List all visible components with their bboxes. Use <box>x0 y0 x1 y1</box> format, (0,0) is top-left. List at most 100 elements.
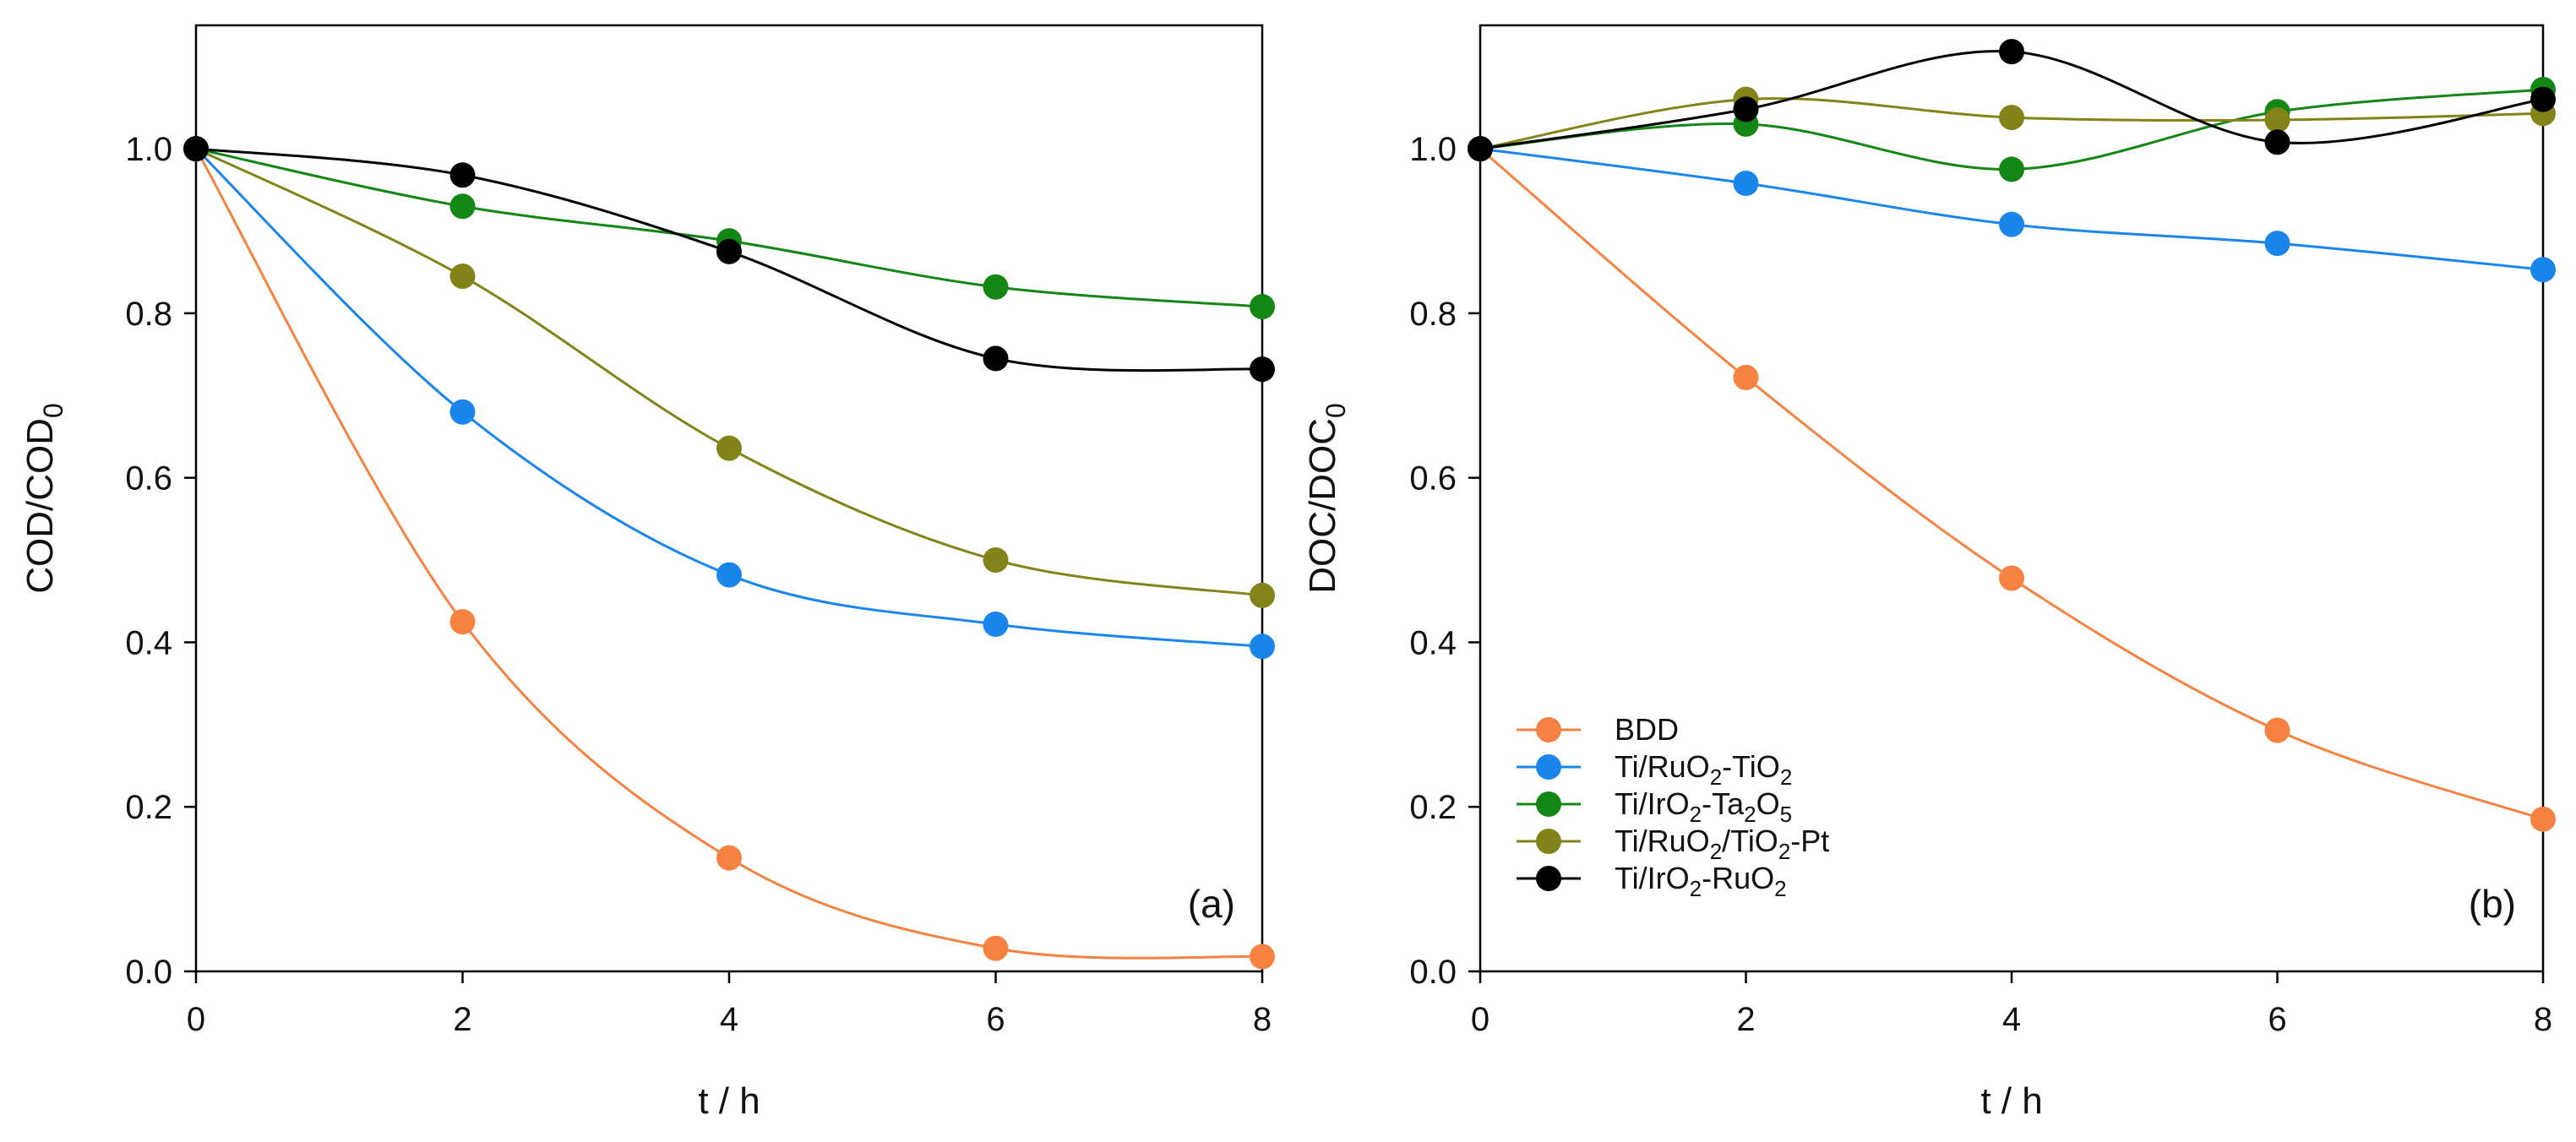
panel-label: (b) <box>2469 882 2516 926</box>
data-point-ti-iro2-ruo2 <box>1250 356 1275 383</box>
data-point-bdd <box>2264 717 2290 743</box>
data-point-ti-ruo2-tio2-pt <box>1250 582 1275 608</box>
x-axis-title: t / h <box>1980 1080 2042 1122</box>
legend-label-subscript: 2 <box>1710 839 1722 864</box>
data-point-ti-iro2-ta2o5 <box>449 193 476 220</box>
series-line-ti-ruo2-tio2-pt <box>195 147 1263 597</box>
legend-entry-bdd: BDD <box>1517 712 1679 747</box>
x-tick-label: 2 <box>1736 1001 1755 1038</box>
legend-label-text: Ti/RuO <box>1615 824 1710 858</box>
y-tick-label: 0.2 <box>125 789 172 826</box>
data-point-ti-ruo2-tio2 <box>716 562 742 588</box>
data-point-ti-ruo2-tio2-pt <box>2264 107 2290 133</box>
data-point-ti-ruo2-tio2-pt <box>449 264 476 290</box>
legend-label: Ti/RuO2/TiO2-Pt <box>1615 824 1829 864</box>
legend-entry-ti-iro2-ta2o5: Ti/IrO2-Ta2O5 <box>1517 786 1792 827</box>
legend-label-text: -Ta <box>1702 786 1745 821</box>
y-axis-title: COD/COD0 <box>19 403 68 594</box>
legend-label-text: /TiO <box>1722 824 1778 858</box>
legend-label-text: Ti/RuO <box>1615 749 1710 784</box>
x-tick-label: 6 <box>2268 1001 2286 1038</box>
x-tick-label: 8 <box>1253 1001 1272 1038</box>
y-tick-label: 1.0 <box>1409 131 1457 168</box>
legend-label-subscript: 2 <box>1778 839 1790 864</box>
data-point-ti-iro2-ta2o5 <box>1999 156 2024 182</box>
data-point-ti-iro2-ruo2 <box>449 162 476 188</box>
y-tick-label: 0.6 <box>125 460 172 498</box>
series-ti-ruo2-tio2-pt <box>1468 86 2556 162</box>
series-line-bdd <box>194 148 1263 960</box>
y-tick-label: 0.2 <box>1409 789 1457 826</box>
legend-label-text: O <box>1756 786 1780 821</box>
data-point-ti-iro2-ruo2 <box>183 136 209 162</box>
legend-entry-ti-ruo2-tio2: Ti/RuO2-TiO2 <box>1517 749 1792 790</box>
data-point-bdd <box>1733 364 1759 390</box>
data-point-ti-ruo2-tio2 <box>2264 231 2290 257</box>
x-tick-label: 4 <box>720 1001 738 1038</box>
data-point-bdd <box>716 845 742 871</box>
panel-b: 0 2 4 6 80.00.20.40.60.81.0t / hDOC/DOC0(b)B… <box>1302 24 2556 1122</box>
legend-label: Ti/IrO2-Ta2O5 <box>1615 786 1792 827</box>
data-point-ti-ruo2-tio2-pt <box>716 435 742 461</box>
legend-label-subscript: 2 <box>1774 876 1786 901</box>
data-point-bdd <box>1250 944 1275 970</box>
data-point-ti-ruo2-tio2 <box>1250 634 1275 660</box>
x-tick-label: 8 <box>2534 1001 2552 1038</box>
data-point-ti-iro2-ruo2 <box>716 238 742 264</box>
data-point-ti-iro2-ta2o5 <box>1250 294 1275 320</box>
y-tick-label: 1.0 <box>125 131 172 168</box>
data-point-ti-ruo2-tio2-pt <box>983 547 1009 574</box>
data-point-ti-ruo2-tio2 <box>449 399 476 425</box>
y-tick-label: 0.4 <box>1409 624 1457 661</box>
legend-label-subscript: 2 <box>1710 764 1722 790</box>
legend-label-subscript: 2 <box>1780 764 1792 790</box>
series-ti-iro2-ruo2 <box>183 136 1275 383</box>
legend-entry-ti-ruo2-tio2-pt: Ti/RuO2/TiO2-Pt <box>1517 824 1829 864</box>
x-tick-label: 0 <box>1471 1001 1490 1038</box>
y-tick-label: 0.8 <box>1409 296 1457 333</box>
series-ti-iro2-ta2o5 <box>183 136 1275 320</box>
legend-entry-ti-iro2-ruo2: Ti/IrO2-RuO2 <box>1517 861 1787 901</box>
series-ti-ruo2-tio2-pt <box>183 136 1275 608</box>
y-axis-title-subscript: 0 <box>38 403 68 418</box>
data-point-ti-ruo2-tio2 <box>1733 170 1759 196</box>
series-line-ti-ruo2-tio2 <box>194 148 1263 648</box>
legend-marker <box>1536 754 1561 780</box>
legend-marker <box>1536 791 1561 817</box>
y-axis-title: DOC/DOC0 <box>1302 403 1351 594</box>
y-tick-label: 0.0 <box>125 954 172 991</box>
y-axis-title-main: COD/COD <box>19 418 61 594</box>
legend-label: BDD <box>1615 712 1679 747</box>
legend-label-text: Ti/IrO <box>1615 786 1690 821</box>
data-point-ti-iro2-ruo2 <box>983 345 1009 372</box>
legend-label-subscript: 2 <box>1744 802 1756 827</box>
data-point-ti-ruo2-tio2 <box>2530 257 2556 283</box>
panel-label: (a) <box>1188 882 1235 926</box>
data-point-ti-iro2-ruo2 <box>1733 96 1759 122</box>
x-tick-label: 6 <box>986 1001 1005 1038</box>
data-point-bdd <box>2530 806 2556 832</box>
legend-label-subscript: 2 <box>1690 876 1702 901</box>
panel-a: 0 2 4 6 8 0.0 0.2 0.4 0.6 0.8 1.0 t / h COD/COD0 (a) <box>19 24 1275 1122</box>
data-point-ti-ruo2-tio2 <box>1999 211 2024 237</box>
y-axis-title-subscript: 0 <box>1321 403 1351 418</box>
data-point-ti-iro2-ta2o5 <box>983 274 1009 300</box>
legend-label-text: -Pt <box>1790 824 1829 858</box>
data-point-bdd <box>449 609 476 635</box>
data-point-ti-iro2-ruo2 <box>1468 136 1493 162</box>
y-axis-title-main: DOC/DOC <box>1302 418 1343 594</box>
x-tick-label: 2 <box>453 1001 471 1038</box>
legend-label: Ti/RuO2-TiO2 <box>1615 749 1792 790</box>
x-axis-title: t / h <box>698 1080 760 1122</box>
y-tick-label: 0.6 <box>1409 460 1457 498</box>
legend-marker <box>1536 717 1561 742</box>
x-tick-label: 4 <box>2002 1001 2021 1038</box>
y-tick-label: 0.4 <box>125 624 172 661</box>
legend-marker <box>1536 829 1561 854</box>
legend-marker <box>1536 866 1561 891</box>
y-tick-label: 0.8 <box>125 296 172 333</box>
legend-label-text: Ti/IrO <box>1615 861 1690 895</box>
legend-label-text: -TiO <box>1722 749 1780 784</box>
legend-label: Ti/IrO2-RuO2 <box>1615 861 1787 901</box>
